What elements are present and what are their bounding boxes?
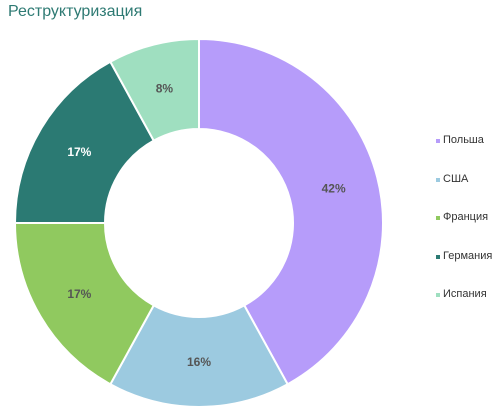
slice-label-4: 17%	[67, 145, 91, 159]
legend-item-1[interactable]: Польша	[436, 132, 504, 171]
slice-3[interactable]	[13, 222, 156, 386]
legend-swatch	[436, 254, 440, 259]
slice-label-1: 42%	[322, 181, 346, 195]
legend-swatch	[436, 216, 440, 220]
legend-label: США	[443, 172, 469, 185]
slice-5[interactable]	[108, 37, 200, 142]
legend-label: Франция	[443, 211, 489, 223]
legend-swatch	[436, 139, 440, 143]
legend-item-3[interactable]: Франция	[436, 209, 504, 248]
legend-item-2[interactable]: США	[436, 171, 504, 210]
slice-label-2: 16%	[187, 355, 211, 369]
legend-swatch	[436, 177, 440, 182]
slice-2[interactable]	[108, 304, 290, 408]
chart-title: Реструктуризация	[8, 3, 143, 20]
slice-1[interactable]	[198, 37, 384, 386]
slice-label-3: 17%	[67, 287, 91, 301]
legend-label: Германия	[443, 249, 493, 262]
legend-item-5[interactable]: Испания	[436, 286, 504, 325]
legend-item-4[interactable]: Германия	[436, 248, 504, 287]
legend-label: Польша	[443, 134, 484, 146]
chart-legend: Польша США Франция Германия Испания	[436, 132, 504, 325]
legend-swatch	[436, 293, 440, 297]
legend-label: Испания	[443, 288, 487, 300]
slice-label-5: 8%	[156, 81, 174, 95]
slice-4[interactable]	[13, 60, 156, 224]
